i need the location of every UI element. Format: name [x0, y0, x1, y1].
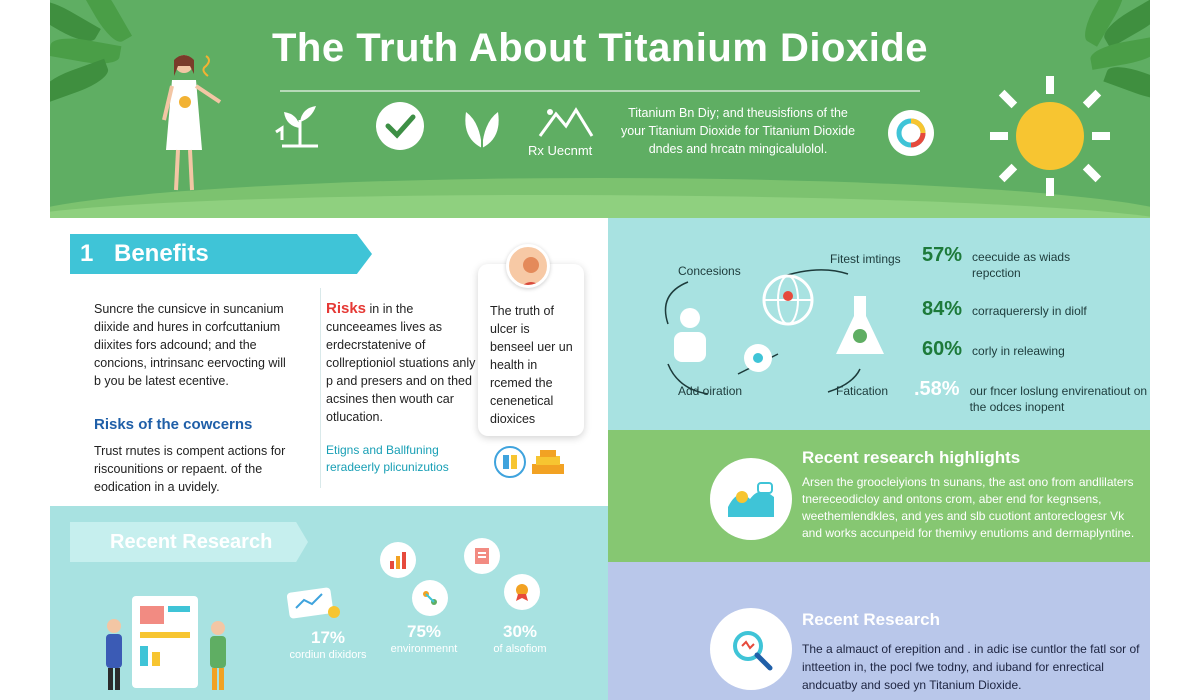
bar-chart-icon	[380, 542, 416, 578]
network-icon	[412, 580, 448, 616]
research-stat-percent: 17%	[310, 628, 346, 647]
research-stat-percent: 75%	[406, 622, 442, 641]
stat-row: 84% corraquerersly in diolf	[922, 298, 1087, 321]
stack-icon	[532, 450, 564, 474]
avatar	[506, 244, 550, 288]
stat-percent: 57%	[922, 244, 963, 266]
label-concessions: Concesions	[678, 264, 741, 278]
teal-note: Etigns and Ballfuning reradeerly plicuni…	[326, 443, 449, 474]
cycle-diagram	[664, 269, 884, 395]
woman-illustration	[162, 55, 222, 191]
leaf-icon	[465, 112, 499, 148]
stat-row: 60% corly in releawing	[922, 338, 1065, 361]
highlights-text: Arsen the groocleiyions tn sunans, the a…	[802, 475, 1135, 540]
section-number: 1	[80, 240, 94, 267]
info-card: The truth of ulcer is benseel uer un hea…	[478, 264, 584, 436]
label-fitness: Fitest imtings	[830, 252, 901, 266]
stat-desc: ceecuide as wiads repcction	[972, 250, 1071, 280]
infographic: The Truth About Titanium Dioxide	[50, 0, 1150, 700]
stat-desc: corly in releawing	[972, 344, 1065, 358]
header-icon-label: Rx Uecnmt	[528, 143, 593, 158]
mountain-icon	[538, 107, 594, 137]
risks-subheading: Risks of the cowcerns	[94, 416, 253, 433]
research-left-section: Recent Research	[50, 506, 608, 700]
research-stat: 75% environmennt	[374, 622, 474, 656]
research-right-title: Recent Research	[802, 610, 940, 629]
research-stat: 30% of alsofiom	[470, 622, 570, 656]
award-icon	[504, 574, 540, 610]
column-divider	[320, 288, 321, 488]
risks-subtext: Trust rnutes is compent actions for risc…	[94, 444, 286, 494]
research-left-title: Recent Research	[110, 530, 273, 553]
research-stat-percent: 30%	[502, 622, 538, 641]
stat-desc: corraquerersly in diolf	[972, 304, 1087, 318]
risks-block: Risks in in the cunceeames lives as erde…	[326, 300, 476, 426]
researchers-illustration	[106, 596, 226, 690]
highlights-title: Recent research highlights	[802, 448, 1021, 467]
highlights-section: Recent research highlights Arsen the gro…	[608, 430, 1150, 562]
puzzle-icon	[494, 446, 526, 478]
label-add-oiration: Add oiration	[678, 384, 743, 398]
grass-hill-front	[50, 195, 1150, 218]
stat-row: 57% ceecuide as wiads repcction	[922, 244, 1122, 281]
benefits-text: Suncre the cunsicve in suncanium diixide…	[94, 302, 286, 388]
header-description: Titanium Bn Diy; and theusisfions of the…	[620, 106, 856, 156]
stat-desc: our fncer loslung envirenatiout on the o…	[969, 384, 1148, 414]
benefits-banner: 1 Benefits	[70, 234, 372, 274]
label-fatication: Fatication	[836, 384, 889, 398]
stat-percent: 84%	[922, 298, 963, 320]
research-right-text: The a almauct of erepition and . in adic…	[802, 642, 1140, 692]
sun-icon	[990, 76, 1110, 196]
title-underline	[280, 90, 920, 92]
stat-percent: 60%	[922, 338, 963, 360]
check-circle-icon	[376, 102, 424, 150]
research-stat-label: cordiun dixidors	[289, 649, 367, 661]
header-banner: The Truth About Titanium Dioxide	[50, 0, 1150, 218]
research-map-icon	[710, 458, 792, 540]
magnifier-icon	[710, 608, 792, 690]
card-text: The truth of ulcer is benseel uer un hea…	[490, 304, 573, 426]
risks-text: in in the cunceeames lives as erdecrstat…	[326, 302, 476, 424]
document-icon	[464, 538, 500, 574]
ring-chart-icon	[888, 110, 934, 156]
stat-row: .58% our fncer loslung envirenatiout on …	[914, 378, 1150, 415]
research-stat-label: environmennt	[390, 643, 458, 655]
stats-section: Concesions Fitest imtings Add oiration F…	[608, 218, 1150, 430]
page-title: The Truth About Titanium Dioxide	[272, 26, 928, 70]
benefits-title: Benefits	[114, 240, 209, 267]
chart-card-icon	[286, 587, 340, 619]
research-right-section: Recent Research The a almauct of erepiti…	[608, 562, 1150, 700]
research-banner: Recent Research	[70, 522, 308, 562]
risks-title: Risks	[326, 300, 367, 317]
stat-percent: .58%	[914, 378, 960, 400]
benefits-section: 1 Benefits Suncre the cunsicve in suncan…	[50, 218, 608, 506]
plant-hand-icon	[275, 106, 318, 148]
research-stat: 17% cordiun dixidors	[278, 628, 378, 662]
research-stat-label: of alsofiom	[493, 643, 547, 655]
